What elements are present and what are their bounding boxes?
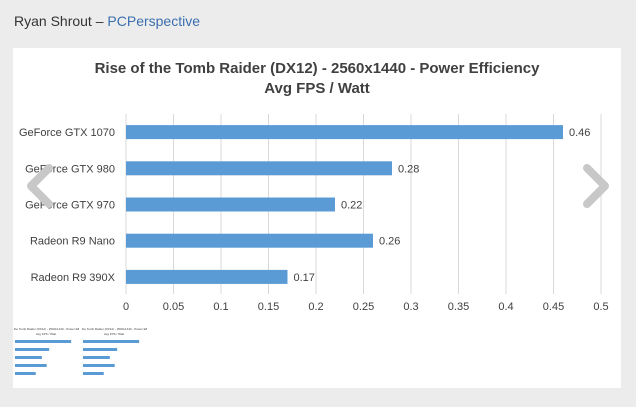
- thumbnail-bar: [83, 364, 115, 367]
- bar: [126, 125, 563, 140]
- thumbnail-subtitle: Avg FPS / Watt: [104, 332, 125, 336]
- thumbnail-bar: [83, 372, 104, 375]
- chevron-left-icon[interactable]: [23, 164, 57, 208]
- author-name: Ryan Shrout: [14, 13, 92, 29]
- thumbnail-title: Rise of the Tomb Raider (DX12) - 2560x14…: [13, 327, 79, 331]
- x-tick-labels: 0 0.05 0.1 0.15 0.2 0.25 0.3 0.35 0.4 0.45 0.5: [123, 301, 609, 313]
- value-labels: 0.46 0.28 0.22 0.26 0.17: [294, 127, 591, 284]
- thumbnail-bar: [83, 348, 118, 351]
- thumbnail-bar: [83, 340, 140, 343]
- x-tick-label: 0.3: [403, 301, 418, 313]
- thumbnail-bar: [15, 372, 36, 375]
- x-tick-label: 0.1: [213, 301, 228, 313]
- x-tick-label: 0.5: [593, 301, 608, 313]
- thumbnail-bar: [15, 356, 42, 359]
- x-tick-label: 0.15: [258, 301, 279, 313]
- category-label: Radeon R9 Nano: [30, 236, 115, 248]
- bar: [126, 269, 288, 284]
- thumbnail-2[interactable]: Rise of the Tomb Raider (DX12) - 2560x14…: [81, 324, 147, 386]
- x-tick-label: 0.4: [498, 301, 513, 313]
- value-label: 0.17: [294, 272, 315, 284]
- value-label: 0.26: [379, 236, 400, 248]
- x-tick-label: 0.35: [448, 301, 469, 313]
- thumbnail-bar: [15, 348, 50, 351]
- category-label: GeForce GTX 1070: [19, 127, 115, 139]
- site-link[interactable]: PCPerspective: [107, 13, 200, 29]
- bars: [126, 125, 563, 284]
- thumbnail-subtitle: Avg FPS / Watt: [36, 332, 57, 336]
- thumbnail-strip: Rise of the Tomb Raider (DX12) - 2560x14…: [13, 322, 621, 388]
- carousel-slide: Rise of the Tomb Raider (DX12) - 2560x14…: [13, 48, 621, 322]
- value-label: 0.46: [569, 127, 590, 139]
- category-label: Radeon R9 390X: [31, 272, 116, 284]
- value-label: 0.28: [398, 163, 419, 175]
- bar: [126, 197, 335, 212]
- credit-separator: –: [95, 13, 104, 29]
- thumbnail-bar: [83, 356, 110, 359]
- x-tick-label: 0.45: [543, 301, 564, 313]
- thumbnail-1[interactable]: Rise of the Tomb Raider (DX12) - 2560x14…: [13, 324, 79, 386]
- thumbnail-bar: [15, 364, 47, 367]
- x-tick-label: 0: [123, 301, 129, 313]
- x-tick-label: 0.25: [353, 301, 374, 313]
- chevron-right-icon[interactable]: [579, 164, 613, 208]
- thumbnail-bar: [15, 340, 72, 343]
- bar: [126, 161, 392, 176]
- value-label: 0.22: [341, 200, 362, 212]
- bar: [126, 233, 373, 248]
- chart-subtitle: Avg FPS / Watt: [264, 80, 370, 97]
- bar-chart: Rise of the Tomb Raider (DX12) - 2560x14…: [19, 60, 609, 313]
- thumbnail-title: Rise of the Tomb Raider (DX12) - 2560x14…: [81, 327, 147, 331]
- image-credit: Ryan Shrout – PCPerspective: [14, 13, 200, 29]
- x-tick-label: 0.05: [163, 301, 184, 313]
- x-tick-label: 0.2: [308, 301, 323, 313]
- chart-title: Rise of the Tomb Raider (DX12) - 2560x14…: [95, 60, 541, 77]
